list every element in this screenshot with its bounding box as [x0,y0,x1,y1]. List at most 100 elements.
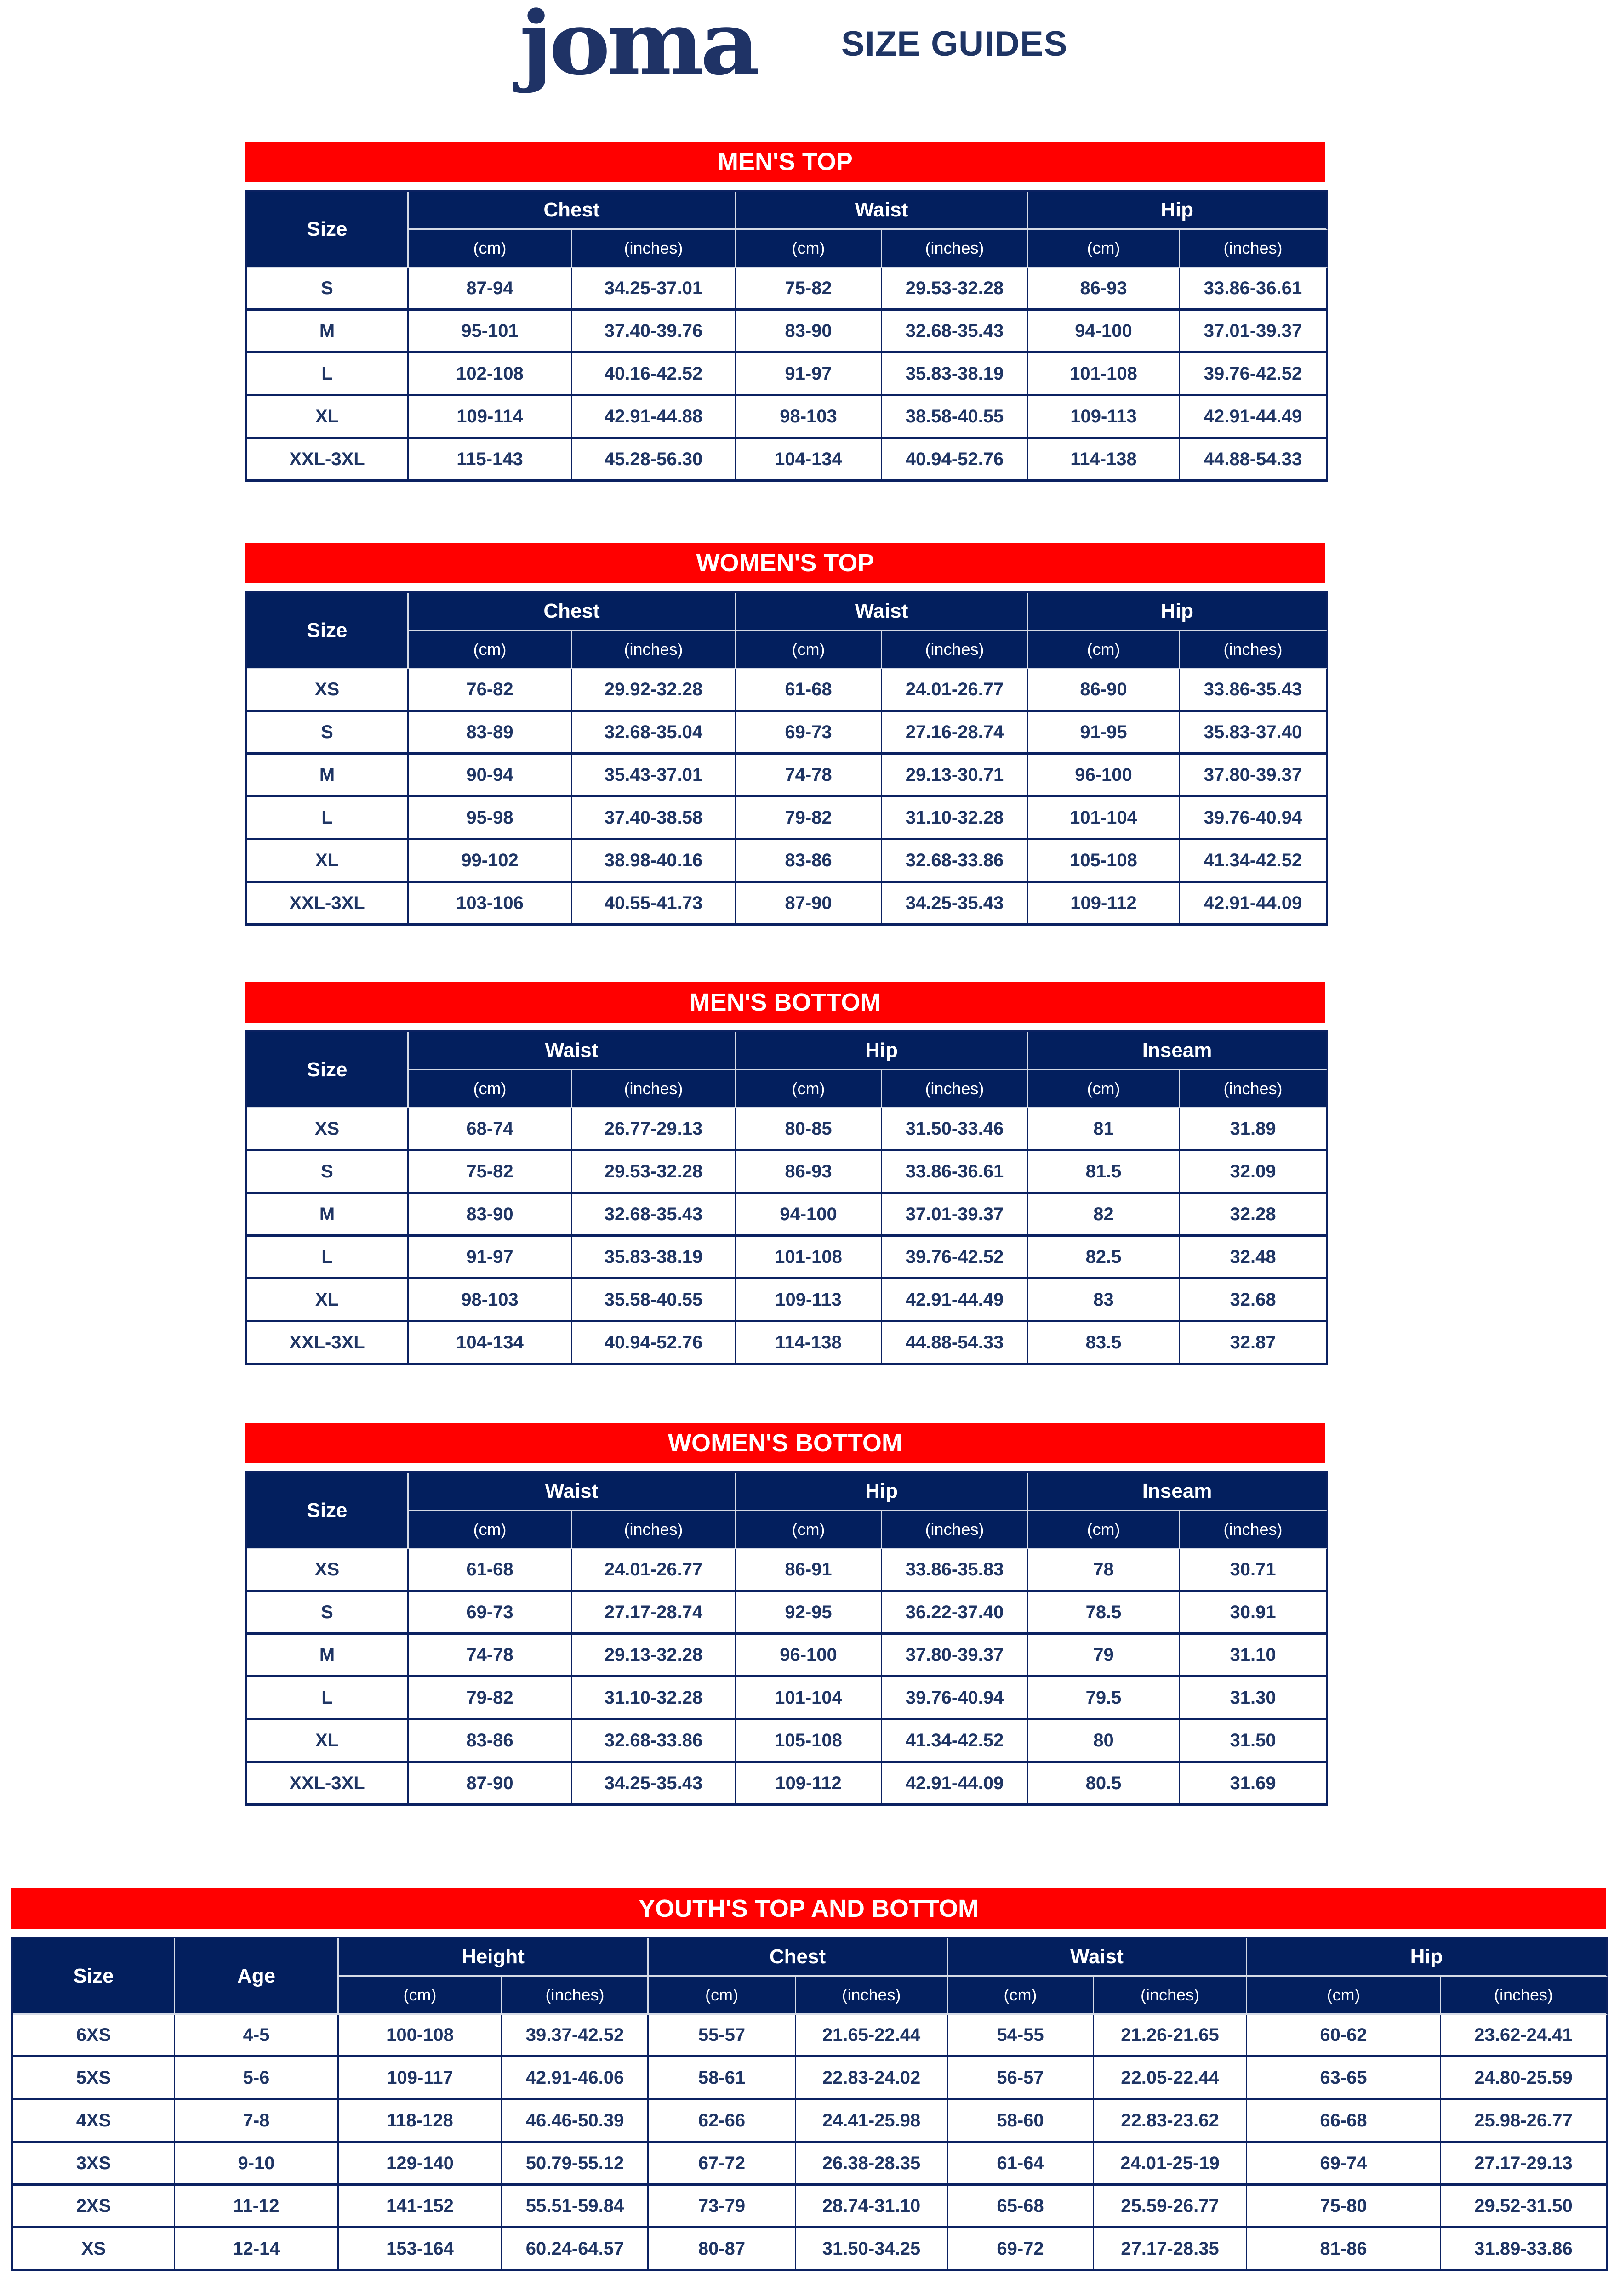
measurement-cell: 29.53-32.28 [572,1151,736,1194]
header-row-units: (cm) (inches) (cm) (inches) (cm) (inches) [247,631,1328,669]
measurement-cell: 73-79 [649,2186,797,2228]
measurement-cell: 29.13-30.71 [882,755,1028,797]
header-row-groups: Size Waist Hip Inseam [247,1032,1328,1108]
measurement-cell: 78.5 [1028,1592,1181,1635]
measurement-cell: 94-100 [1028,311,1180,353]
measurement-cell: 114-138 [1028,439,1180,482]
table-row: XS 12-14 153-164 60.24-64.57 80-87 31.50-34.2… [13,2228,1608,2271]
mens-bottom-table: Size Waist Hip Inseam (cm) (inches) (cm) (inche… [245,1030,1328,1365]
measurement-cell: 83-90 [736,311,882,353]
measurement-cell: 39.76-42.52 [1180,353,1328,396]
measurement-cell: 32.28 [1180,1194,1328,1237]
size-cell: 2XS [13,2186,175,2228]
measurement-cell: 37.40-39.76 [572,311,736,353]
size-header: Size [247,192,409,268]
measurement-cell: 118-128 [339,2100,502,2143]
measurement-cell: 32.68-35.04 [572,712,736,755]
measurement-cell: 38.58-40.55 [882,396,1028,439]
measurement-cell: 79-82 [736,797,882,840]
measurement-cell: 99-102 [409,840,572,883]
header-row-groups: Size Chest Waist Hip [247,192,1328,268]
measurement-cell: 104-134 [736,439,882,482]
measurement-cell: 61-64 [948,2143,1095,2186]
measurement-cell: 22.83-23.62 [1094,2100,1248,2143]
measurement-cell: 81-86 [1247,2228,1442,2271]
unit-header: (cm) [649,1977,797,2015]
measurement-cell: 34.25-35.43 [882,883,1028,926]
measurement-cell: 40.94-52.76 [572,1322,736,1365]
measurement-cell: 55-57 [649,2015,797,2057]
measurement-cell: 96-100 [736,1635,882,1677]
measurement-cell: 22.05-22.44 [1094,2057,1248,2100]
measurement-cell: 66-68 [1247,2100,1442,2143]
measurement-cell: 36.22-37.40 [882,1592,1029,1635]
table-row: M 74-78 29.13-32.28 96-100 37.80-39.37 79 31.1… [247,1635,1328,1677]
womens-top-table: Size Chest Waist Hip (cm) (inches) (cm) (inches… [245,591,1328,926]
measurement-cell: 96-100 [1028,755,1180,797]
womens-bottom-section: WOMEN'S BOTTOM Size Waist Hip Inseam (cm) (inc… [245,1423,1328,1806]
table-row: 4XS 7-8 118-128 46.46-50.39 62-66 24.41-25.98… [13,2100,1608,2143]
measurement-cell: 32.09 [1180,1151,1328,1194]
measurement-cell: 78 [1028,1549,1181,1592]
measurement-cell: 87-94 [409,268,572,311]
measurement-cell: 27.17-28.35 [1094,2228,1248,2271]
group-header-inseam: Inseam [1028,1032,1328,1070]
measurement-cell: 37.40-38.58 [572,797,736,840]
measurement-cell: 50.79-55.12 [502,2143,649,2186]
measurement-cell: 91-97 [736,353,882,396]
measurement-cell: 31.89 [1180,1108,1328,1151]
size-cell: L [247,1237,409,1279]
measurement-cell: 101-104 [736,1677,882,1720]
measurement-cell: 33.86-35.43 [1180,669,1328,712]
measurement-cell: 33.86-35.83 [882,1549,1029,1592]
mens-bottom-section: MEN'S BOTTOM Size Waist Hip Inseam (cm) (inche… [245,982,1328,1365]
group-header-hip: Hip [736,1032,1029,1070]
page-title: SIZE GUIDES [841,24,1068,63]
unit-header: (cm) [736,631,882,669]
table-row: XL 83-86 32.68-33.86 105-108 41.34-42.52 80 31… [247,1720,1328,1763]
header-row-units: (cm) (inches) (cm) (inches) (cm) (inches) [247,1511,1328,1549]
mens-top-section: MEN'S TOP Size Chest Waist Hip (cm) (inches) (c… [245,142,1328,482]
measurement-cell: 82 [1028,1194,1181,1237]
table-row: XXL-3XL 87-90 34.25-35.43 109-112 42.91-44.0… [247,1763,1328,1806]
unit-header: (inches) [572,631,736,669]
unit-header: (cm) [409,631,572,669]
measurement-cell: 80 [1028,1720,1181,1763]
measurement-cell: 32.68-33.86 [572,1720,736,1763]
size-cell: L [247,797,409,840]
size-cell: M [247,1194,409,1237]
measurement-cell: 79.5 [1028,1677,1181,1720]
size-cell: XL [247,1279,409,1322]
group-header-hip: Hip [1028,192,1328,230]
age-cell: 11-12 [175,2186,339,2228]
measurement-cell: 80-85 [736,1108,882,1151]
group-header-chest: Chest [649,1938,948,1977]
table-row: 5XS 5-6 109-117 42.91-46.06 58-61 22.83-24.02… [13,2057,1608,2100]
measurement-cell: 35.43-37.01 [572,755,736,797]
measurement-cell: 91-97 [409,1237,572,1279]
section-title: MEN'S TOP [245,142,1325,182]
measurement-cell: 25.98-26.77 [1441,2100,1608,2143]
measurement-cell: 31.89-33.86 [1441,2228,1608,2271]
measurement-cell: 79 [1028,1635,1181,1677]
unit-header: (inches) [572,1070,736,1108]
measurement-cell: 83-86 [736,840,882,883]
group-header-chest: Chest [409,593,736,631]
table-row: XXL-3XL 115-143 45.28-56.30 104-134 40.94-52… [247,439,1328,482]
table-row: L 95-98 37.40-38.58 79-82 31.10-32.28 101-104… [247,797,1328,840]
group-header-hip: Hip [1247,1938,1608,1977]
measurement-cell: 86-93 [736,1151,882,1194]
measurement-cell: 109-112 [736,1763,882,1806]
measurement-cell: 29.92-32.28 [572,669,736,712]
measurement-cell: 92-95 [736,1592,882,1635]
measurement-cell: 21.26-21.65 [1094,2015,1248,2057]
measurement-cell: 44.88-54.33 [1180,439,1328,482]
size-cell: XL [247,1720,409,1763]
unit-header: (cm) [736,1511,882,1549]
size-cell: 5XS [13,2057,175,2100]
measurement-cell: 38.98-40.16 [572,840,736,883]
measurement-cell: 79-82 [409,1677,572,1720]
joma-logo: joma [519,0,760,87]
group-header-waist: Waist [409,1473,736,1511]
measurement-cell: 24.80-25.59 [1441,2057,1608,2100]
